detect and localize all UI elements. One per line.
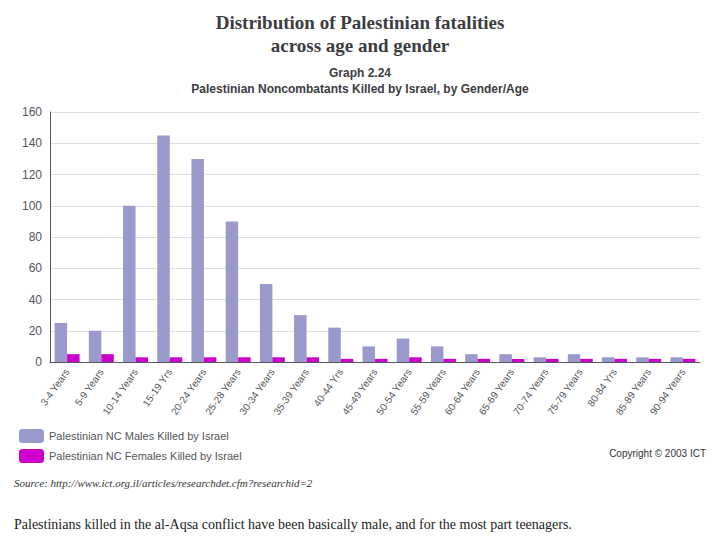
svg-text:Palestinian NC Males Killed by: Palestinian NC Males Killed by Israel [49,430,229,442]
svg-text:100: 100 [22,199,42,213]
svg-text:65-69 Years: 65-69 Years [477,367,517,417]
svg-text:160: 160 [22,105,42,119]
svg-text:140: 140 [22,136,42,150]
svg-text:Palestinian NC Females Killed: Palestinian NC Females Killed by Israel [49,450,242,462]
svg-text:75-79 Years: 75-79 Years [545,367,585,417]
svg-text:35-39 Years: 35-39 Years [271,367,311,417]
svg-text:80: 80 [29,230,43,244]
svg-text:Distribution of Palestinian fa: Distribution of Palestinian fatalities [216,12,505,33]
svg-text:70-74 Years: 70-74 Years [511,367,551,417]
svg-text:85-89 Years: 85-89 Years [614,367,654,417]
svg-text:55-59 Years: 55-59 Years [408,367,448,417]
svg-text:across age and gender: across age and gender [271,35,450,56]
svg-text:30-34 Years: 30-34 Years [237,367,277,417]
svg-text:60-64 Years: 60-64 Years [442,367,482,417]
svg-text:45-49 Years: 45-49 Years [340,367,380,417]
svg-text:40: 40 [29,293,43,307]
svg-text:Palestinians killed in the al-: Palestinians killed in the al-Aqsa confl… [14,517,572,532]
svg-text:0: 0 [35,355,42,369]
svg-text:Copyright © 2003 ICT: Copyright © 2003 ICT [609,448,706,459]
svg-text:40-44 Yrs: 40-44 Yrs [311,367,345,409]
svg-text:10-14 Years: 10-14 Years [100,367,140,417]
svg-text:50-54 Years: 50-54 Years [374,367,414,417]
svg-text:25-28 Years: 25-28 Years [203,367,243,417]
svg-text:60: 60 [29,261,43,275]
svg-text:3-4 Years: 3-4 Years [38,367,71,408]
svg-text:Source: http://www.ict.org.il/: Source: http://www.ict.org.il/articles/r… [14,477,313,489]
svg-text:5-9 Years: 5-9 Years [73,367,106,408]
svg-text:Graph 2.24: Graph 2.24 [329,66,391,80]
svg-text:Palestinian Noncombatants Kill: Palestinian Noncombatants Killed by Isra… [191,82,529,96]
svg-text:20: 20 [29,324,43,338]
svg-text:80-84 Yrs: 80-84 Yrs [585,367,619,409]
svg-text:90-94 Years: 90-94 Years [648,367,688,417]
svg-text:120: 120 [22,168,42,182]
svg-text:15-19 Yrs: 15-19 Yrs [140,367,174,409]
svg-text:20-24 Years: 20-24 Years [169,367,209,417]
